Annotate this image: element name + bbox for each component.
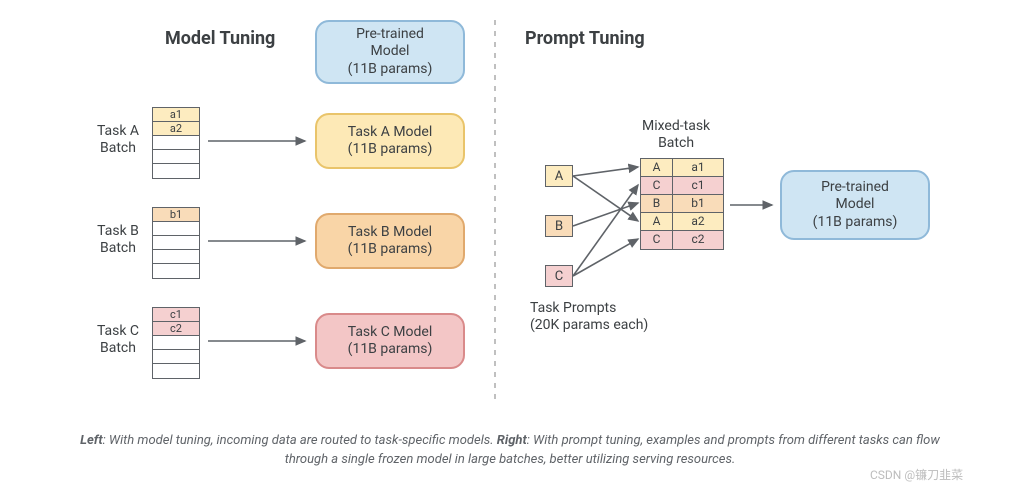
task-b-label: Task B Batch [90,223,146,257]
table-row: b1 [153,208,199,222]
table-row [153,222,199,236]
pretrained-left-line3: (11B params) [348,61,433,79]
mixed-batch-table: Aa1Cc1Bb1Aa2Cc2 [640,158,724,250]
mixed-batch-label: Mixed-task Batch [642,118,710,152]
table-row [153,136,199,150]
table-row [153,164,199,178]
mixed-row-task: C [641,177,673,194]
figure-caption: Left: With model tuning, incoming data a… [60,432,960,470]
pretrained-right-line3: (11B params) [813,214,898,232]
task-b-model: Task B Model(11B params) [315,213,465,269]
mixed-row: Bb1 [641,195,723,213]
table-row: a1 [153,108,199,122]
table-row [153,250,199,264]
table-row [153,264,199,278]
model-params: (11B params) [348,241,433,259]
table-row: c2 [153,322,199,336]
mixed-row: Cc1 [641,177,723,195]
task-a-label: Task A Batch [90,123,146,157]
mixed-row-task: B [641,195,673,212]
model-name: Task A Model [348,124,433,142]
mixed-row: Aa2 [641,213,723,231]
pretrained-model-left: Pre-trained Model (11B params) [315,20,465,84]
task-a-batch-table: a1a2 [152,107,200,179]
mixed-row-task: C [641,231,673,249]
mixed-row: Cc2 [641,231,723,249]
model-name: Task C Model [348,324,433,342]
mixed-row-item: b1 [673,195,723,212]
mixed-row-task: A [641,159,673,176]
mixed-row-task: A [641,213,673,230]
task-c-batch-table: c1c2 [152,307,200,379]
table-row [153,150,199,164]
model-name: Task B Model [348,224,432,242]
pretrained-model-right: Pre-trained Model (11B params) [780,170,930,240]
mixed-row-item: c1 [673,177,723,194]
pretrained-left-line1: Pre-trained [356,26,424,44]
prompt-box-b: B [545,215,573,237]
task-c-model: Task C Model(11B params) [315,313,465,369]
task-prompts-label: Task Prompts (20K params each) [530,300,648,334]
table-row [153,236,199,250]
model-params: (11B params) [348,341,433,359]
right-panel-title: Prompt Tuning [525,28,645,49]
table-row: a2 [153,122,199,136]
table-row: c1 [153,308,199,322]
watermark-text: CSDN @镰刀韭菜 [870,466,963,483]
task-c-label: Task C Batch [90,323,146,357]
model-params: (11B params) [348,141,433,159]
pretrained-left-line2: Model [371,43,410,61]
task-b-batch-table: b1 [152,207,200,279]
table-row [153,336,199,350]
mixed-row-item: c2 [673,231,723,249]
table-row [153,350,199,364]
prompt-box-a: A [545,165,573,187]
task-a-model: Task A Model(11B params) [315,113,465,169]
left-panel-title: Model Tuning [165,28,275,49]
mixed-row: Aa1 [641,159,723,177]
prompt-box-c: C [545,265,573,287]
mixed-row-item: a1 [673,159,723,176]
table-row [153,364,199,378]
mixed-row-item: a2 [673,213,723,230]
pretrained-right-line1: Pre-trained [821,179,889,197]
pretrained-right-line2: Model [836,196,875,214]
